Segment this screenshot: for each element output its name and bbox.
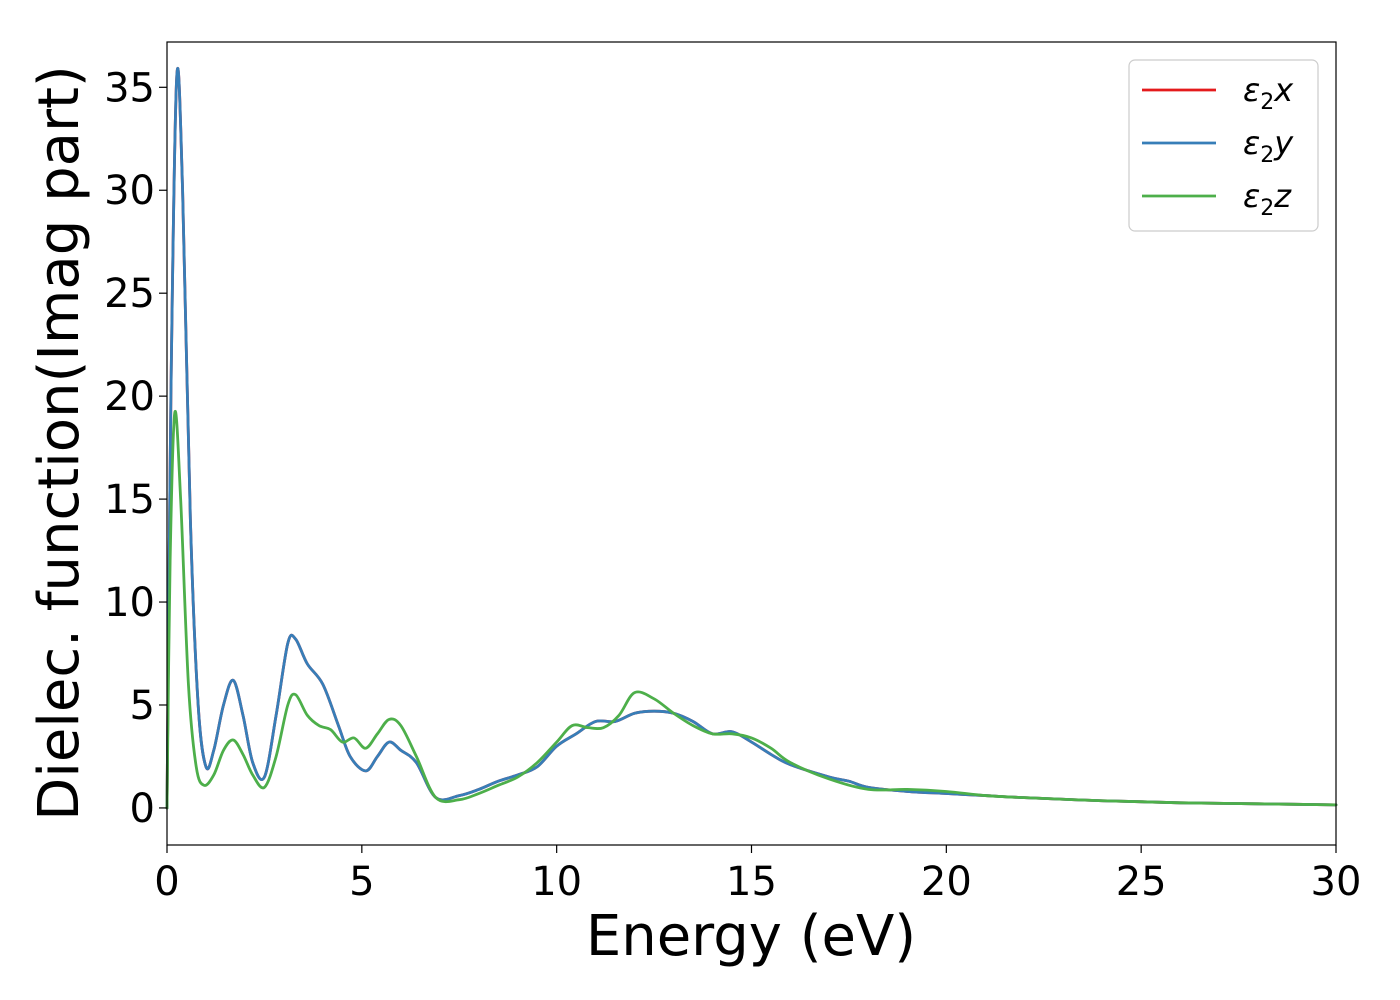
x-tick-label: 25 — [1116, 859, 1167, 905]
y-tick-label: 20 — [104, 374, 155, 420]
legend: ε2x ε2y ε2z — [1128, 59, 1319, 232]
y-axis-title: Dielec. function(Imag part) — [27, 65, 92, 821]
x-tick-label: 10 — [531, 859, 582, 905]
y-tick-label: 10 — [104, 580, 155, 626]
y-tick-label: 0 — [130, 786, 155, 832]
legend-label-z: ε2z — [1243, 177, 1292, 221]
x-tick-label: 0 — [154, 859, 179, 905]
x-tick-label: 20 — [921, 859, 972, 905]
y-tick-label: 15 — [104, 477, 155, 523]
legend-label-y: ε2y — [1243, 124, 1294, 168]
y-tick-label: 5 — [130, 683, 155, 729]
y-tick-label: 25 — [104, 271, 155, 317]
series-layer — [165, 67, 1338, 810]
y-tick-label: 35 — [104, 65, 155, 111]
legend-label-x: ε2x — [1243, 71, 1294, 115]
y-tick-label: 30 — [104, 168, 155, 214]
x-tick-label: 15 — [726, 859, 777, 905]
x-axis-title: Energy (eV) — [586, 904, 916, 969]
x-tick-label: 30 — [1311, 859, 1362, 905]
x-tick-label: 5 — [349, 859, 374, 905]
y-axis-ticks: 0 5 10 15 20 25 30 35 — [104, 65, 167, 832]
legend-box — [1128, 59, 1319, 232]
series-line-z — [165, 409, 1338, 810]
x-axis-ticks: 0 5 10 15 20 25 30 — [154, 845, 1361, 905]
